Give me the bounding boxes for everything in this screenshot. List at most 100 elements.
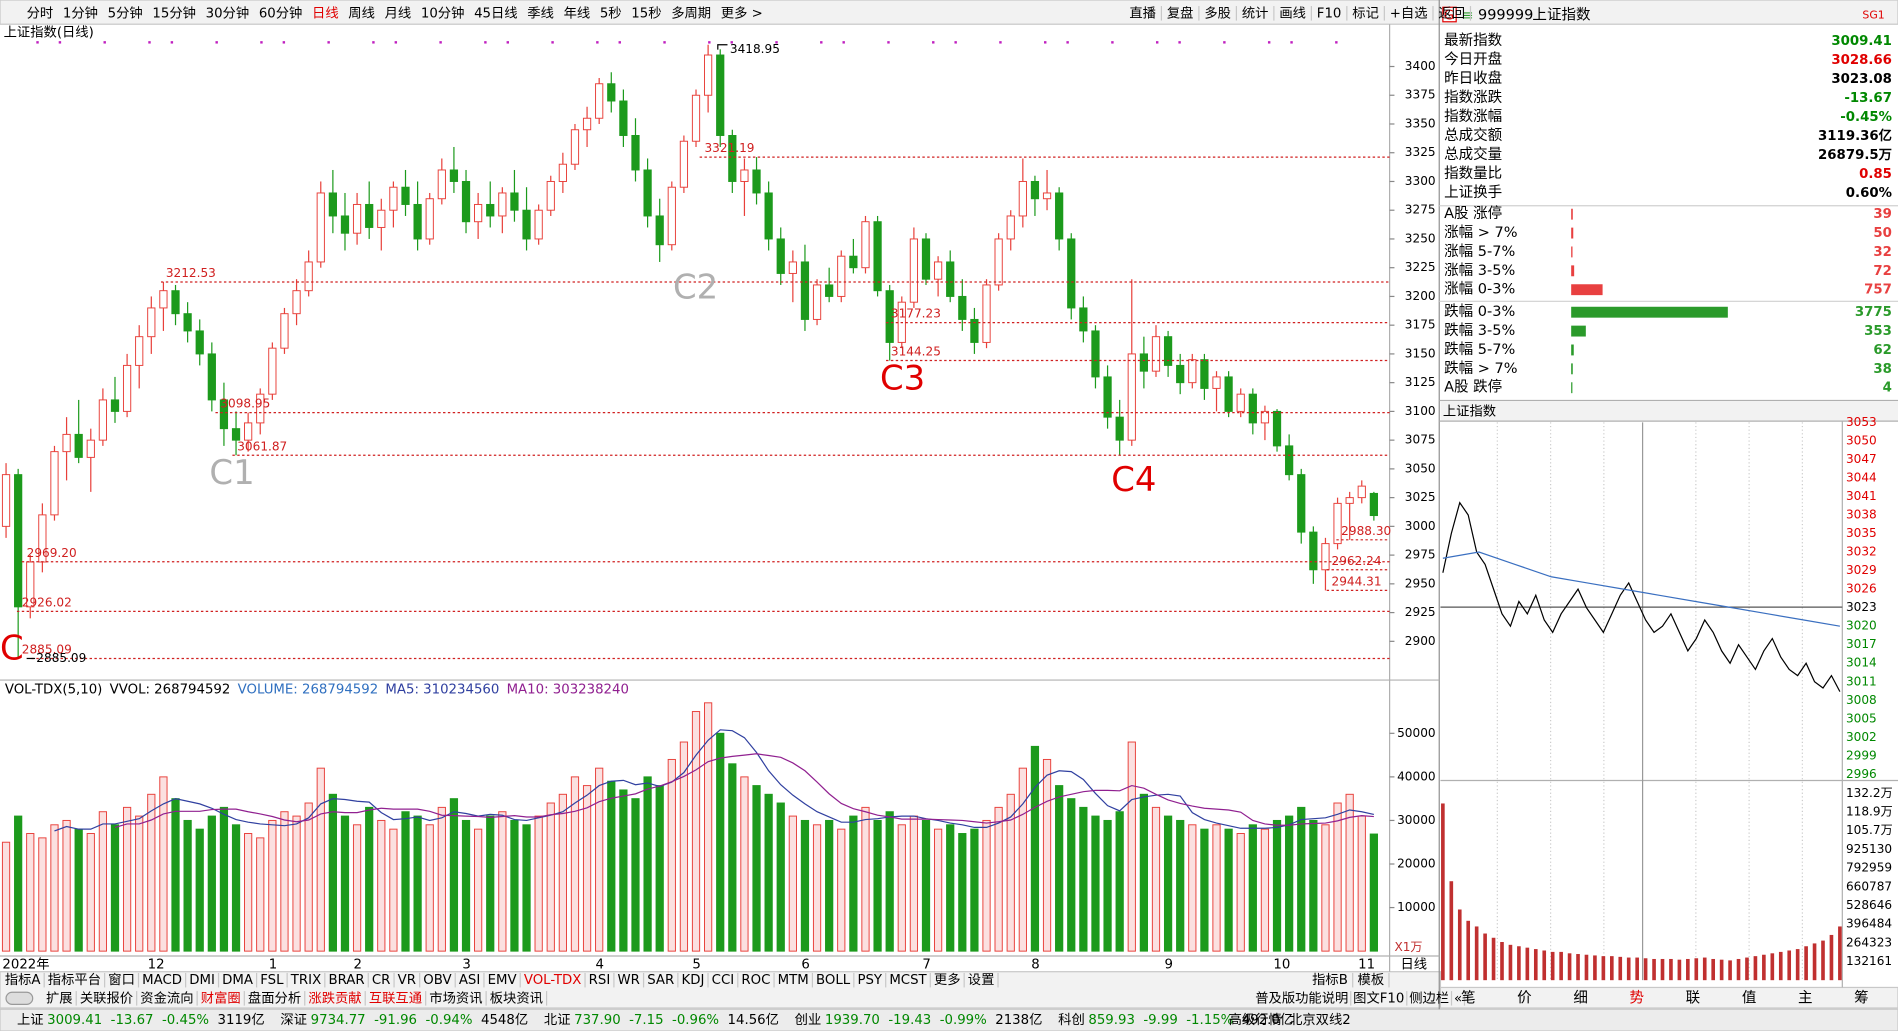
candle-body bbox=[704, 54, 713, 96]
indicator-tab[interactable]: ROC bbox=[741, 973, 770, 988]
indicator-tab[interactable]: BRAR bbox=[328, 973, 364, 988]
quote-code: 999999 bbox=[1478, 8, 1533, 24]
indicator-tab[interactable]: OBV bbox=[423, 973, 451, 988]
panel-tab[interactable]: 扩展 bbox=[46, 990, 73, 1006]
period-button[interactable]: 更多 > bbox=[721, 4, 763, 21]
tool-button[interactable]: 画线 bbox=[1279, 5, 1306, 21]
period-button[interactable]: 周线 bbox=[348, 5, 375, 21]
indicator-tab[interactable]: DMA bbox=[222, 973, 253, 988]
view-tab[interactable]: 联 bbox=[1686, 989, 1701, 1006]
panel-tab[interactable]: 财富圈 bbox=[201, 989, 241, 1006]
panel-tab[interactable]: 市场资讯 bbox=[429, 989, 482, 1006]
period-button[interactable]: 季线 bbox=[527, 5, 554, 21]
indicator-tab[interactable]: MACD bbox=[142, 973, 182, 988]
indicator-tab[interactable]: BOLL bbox=[816, 973, 851, 988]
period-button[interactable]: 15分钟 bbox=[152, 4, 196, 21]
legend-entry[interactable]: MA5: 310234560 bbox=[385, 683, 499, 698]
candle-body bbox=[740, 169, 749, 182]
period-button[interactable]: 5分钟 bbox=[108, 4, 143, 21]
indicator-tab[interactable]: 指标B bbox=[1312, 972, 1348, 988]
indicator-tab[interactable]: SAR bbox=[647, 973, 674, 988]
view-tab[interactable]: 主 bbox=[1798, 989, 1813, 1006]
panel-tab[interactable]: 盘面分析 bbox=[248, 989, 301, 1006]
breadth-value: 50 bbox=[1873, 226, 1892, 241]
tool-button[interactable]: 直播 bbox=[1129, 5, 1156, 21]
panel-tab[interactable]: 侧边栏 bbox=[1409, 990, 1449, 1006]
view-tab[interactable]: 价 bbox=[1517, 990, 1532, 1006]
indicator-tab[interactable]: WR bbox=[618, 973, 640, 988]
volume-bar bbox=[704, 702, 713, 952]
candle-body bbox=[1236, 393, 1245, 412]
panel-tab[interactable]: 涨跌贡献 bbox=[308, 990, 361, 1006]
indicator-tab[interactable]: EMV bbox=[488, 973, 517, 988]
status-link[interactable]: 北京双线2 bbox=[1289, 1012, 1351, 1028]
indicator-tab[interactable]: VOL-TDX bbox=[524, 973, 582, 988]
indicator-tab[interactable]: 指标A bbox=[5, 972, 41, 988]
indicator-tab[interactable]: 窗口 bbox=[108, 971, 135, 988]
volume-bar bbox=[1260, 828, 1270, 952]
panel-tab[interactable]: 关联报价 bbox=[80, 990, 133, 1006]
intraday-volume-bar bbox=[1500, 942, 1504, 981]
indicator-tab[interactable]: MCST bbox=[889, 973, 927, 988]
intraday-volume-bar bbox=[1618, 956, 1623, 981]
period-button[interactable]: 年线 bbox=[564, 5, 591, 21]
quote-value: 3028.66 bbox=[1831, 53, 1892, 68]
view-tab[interactable]: 笔 bbox=[1461, 989, 1476, 1006]
panel-tab[interactable]: « bbox=[1454, 991, 1462, 1006]
status-link[interactable]: 高级行情 bbox=[1229, 1011, 1282, 1028]
tool-button[interactable]: +自选 bbox=[1390, 5, 1428, 21]
indicator-tab[interactable]: PSY bbox=[857, 973, 882, 988]
view-tab[interactable]: 细 bbox=[1573, 989, 1588, 1006]
y-tick-label: 3000 bbox=[1405, 519, 1436, 533]
view-tab[interactable]: 筹 bbox=[1854, 989, 1869, 1006]
indicator-tab[interactable]: CR bbox=[372, 973, 391, 988]
toggle[interactable] bbox=[5, 991, 34, 1005]
indicator-tab[interactable]: CCI bbox=[712, 973, 735, 988]
period-button[interactable]: 日线 bbox=[312, 5, 339, 21]
period-button[interactable]: 15秒 bbox=[631, 5, 661, 21]
candle-body bbox=[595, 83, 604, 119]
legend-entry[interactable]: MA10: 303238240 bbox=[507, 683, 629, 698]
indicator-tab[interactable]: 模板 bbox=[1358, 972, 1385, 988]
legend-entry[interactable]: VOLUME: 268794592 bbox=[238, 683, 379, 698]
tool-button[interactable]: 统计 bbox=[1242, 5, 1269, 21]
status-value: -0.94% bbox=[425, 1013, 472, 1028]
period-button[interactable]: 1分钟 bbox=[63, 4, 98, 21]
indicator-tab[interactable]: MTM bbox=[778, 973, 809, 988]
period-button[interactable]: 月线 bbox=[385, 5, 412, 21]
indicator-tab[interactable]: KDJ bbox=[681, 973, 704, 988]
indicator-tab[interactable]: 指标平台 bbox=[48, 972, 101, 988]
volume-bar bbox=[14, 815, 23, 952]
view-tab[interactable]: 势 bbox=[1630, 989, 1645, 1006]
indicator-tab[interactable]: 更多 bbox=[934, 971, 961, 988]
level-label: 3144.25 bbox=[891, 345, 941, 359]
tool-button[interactable]: 复盘 bbox=[1167, 4, 1194, 21]
indicator-tab[interactable]: TRIX bbox=[290, 973, 321, 988]
indicator-tab[interactable]: ASI bbox=[459, 973, 480, 988]
period-button[interactable]: 30分钟 bbox=[206, 4, 250, 21]
period-button[interactable]: 5秒 bbox=[600, 5, 622, 21]
period-button[interactable]: 分时 bbox=[27, 5, 54, 21]
panel-tab[interactable]: 普及版功能说明 bbox=[1255, 990, 1348, 1006]
indicator-tab[interactable]: 设置 bbox=[968, 972, 995, 988]
indicator-tab[interactable]: RSI bbox=[589, 973, 611, 988]
period-button[interactable]: 10分钟 bbox=[421, 4, 465, 21]
indicator-tab[interactable]: DMI bbox=[189, 973, 215, 988]
tool-button[interactable]: 标记 bbox=[1352, 5, 1379, 21]
period-button[interactable]: 多周期 bbox=[671, 4, 711, 21]
period-button[interactable]: 45日线 bbox=[474, 5, 518, 21]
indicator-tab[interactable]: FSL bbox=[260, 973, 284, 988]
tool-button[interactable]: 返回 bbox=[1438, 5, 1465, 21]
tool-button[interactable]: F10 bbox=[1317, 6, 1342, 21]
legend-entry[interactable]: VVOL: 268794592 bbox=[110, 683, 231, 698]
view-tab[interactable]: 值 bbox=[1742, 989, 1757, 1006]
panel-tab[interactable]: 板块资讯 bbox=[490, 990, 543, 1006]
panel-tab[interactable]: 资金流向 bbox=[140, 990, 193, 1006]
panel-tab[interactable]: 互联互通 bbox=[369, 990, 422, 1006]
period-button[interactable]: 60分钟 bbox=[259, 4, 303, 21]
panel-tab[interactable]: 图文F10 bbox=[1353, 990, 1404, 1006]
menu-icon[interactable]: ≡ bbox=[1462, 9, 1473, 24]
status-value: 1939.70 bbox=[825, 1013, 880, 1028]
tool-button[interactable]: 多股 bbox=[1204, 4, 1231, 21]
indicator-tab[interactable]: VR bbox=[398, 973, 416, 988]
